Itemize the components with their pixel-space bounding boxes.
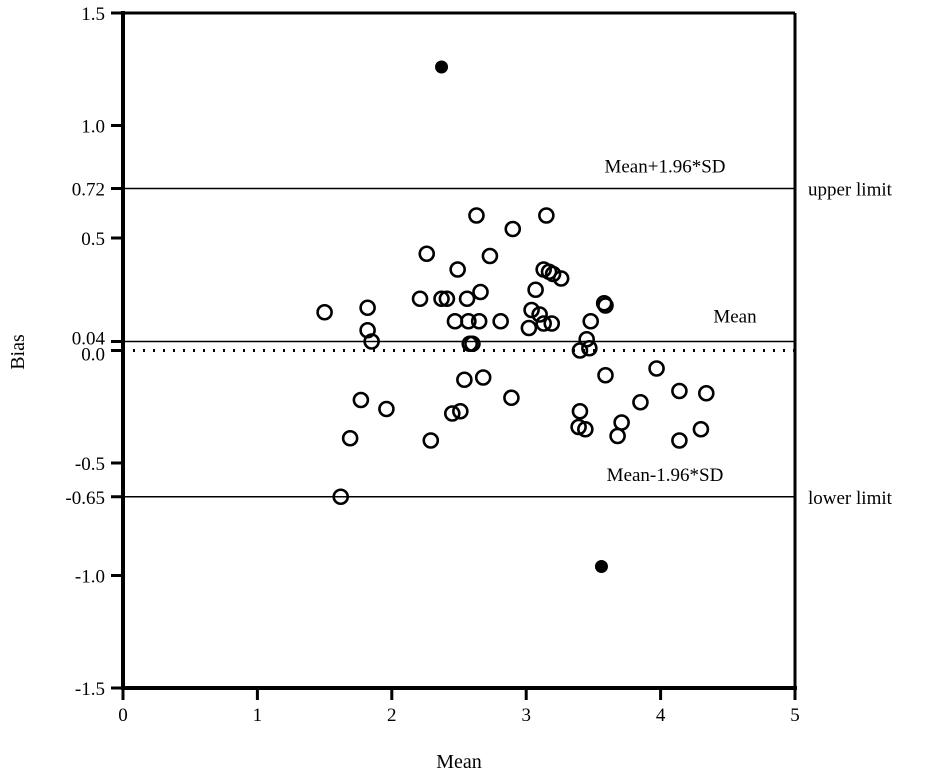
data-point [458, 290, 476, 308]
x-tick-label: 3 [521, 705, 531, 726]
data-point-filled [594, 560, 608, 573]
reference-line-label: Mean+1.96*SD [604, 157, 725, 178]
data-point [452, 402, 469, 420]
data-point [581, 339, 598, 357]
data-point [671, 382, 688, 400]
data-point [474, 369, 492, 386]
data-point [456, 371, 473, 389]
data-point [492, 312, 509, 330]
x-tick-label: 4 [656, 705, 666, 726]
x-tick-label: 0 [118, 705, 128, 726]
x-tick-label: 2 [387, 705, 397, 726]
data-point [613, 414, 630, 431]
data-point [460, 312, 477, 330]
y-tick-label: 0.0 [81, 345, 105, 366]
data-point [527, 281, 544, 299]
data-point [571, 402, 589, 420]
reference-line-label: Mean [713, 307, 757, 328]
data-point [332, 488, 350, 506]
data-point [316, 303, 333, 321]
data-point [597, 366, 614, 384]
data-point [468, 207, 485, 224]
y-tick-label: -1.0 [75, 567, 105, 588]
data-point [411, 290, 429, 308]
data-point [446, 312, 464, 330]
x-tick-label: 5 [790, 705, 800, 726]
y-tick-label: 0.72 [72, 180, 105, 201]
data-point [692, 420, 710, 438]
data-point [648, 360, 665, 377]
data-point [481, 247, 499, 265]
data-point [671, 432, 688, 449]
y-tick-label: -0.5 [75, 454, 105, 475]
data-point [543, 315, 561, 332]
data-point [577, 420, 594, 438]
data-point [472, 283, 489, 301]
y-tick-label: -0.65 [65, 488, 105, 509]
data-point [609, 427, 626, 445]
y-axis-label: Bias [7, 334, 29, 370]
x-axis-label: Mean [436, 751, 482, 773]
y-tick-label: 0.04 [72, 329, 106, 350]
data-point [531, 306, 548, 323]
data-point [544, 265, 562, 283]
x-tick-label: 1 [253, 705, 263, 726]
data-point [378, 400, 395, 418]
data-point [632, 393, 649, 411]
data-point [449, 261, 466, 278]
reference-line-side-label: lower limit [808, 488, 893, 509]
y-tick-label: 1.0 [81, 117, 105, 138]
data-point [595, 294, 613, 312]
data-point [504, 220, 522, 238]
data-point [422, 432, 440, 449]
data-point [552, 270, 570, 287]
data-point-filled [435, 60, 449, 74]
y-tick-label: 1.5 [81, 4, 105, 25]
data-point [503, 389, 520, 407]
y-tick-label: 0.5 [81, 229, 105, 250]
data-point [520, 319, 538, 337]
data-point [341, 429, 359, 447]
data-point [538, 207, 555, 224]
data-point [470, 312, 488, 330]
data-point [418, 245, 436, 263]
data-point [535, 315, 552, 332]
data-point [438, 290, 456, 308]
data-point [578, 330, 595, 348]
data-point [697, 384, 715, 402]
data-point [582, 312, 600, 330]
data-point [363, 333, 380, 350]
reference-line-label: Mean-1.96*SD [607, 465, 724, 486]
data-point [433, 290, 450, 308]
reference-line-side-label: upper limit [808, 180, 893, 201]
data-point [464, 335, 481, 353]
data-point [352, 391, 370, 409]
data-point [523, 301, 540, 319]
data-point [359, 299, 376, 317]
y-tick-label: -1.5 [75, 679, 105, 700]
data-point [443, 405, 461, 422]
